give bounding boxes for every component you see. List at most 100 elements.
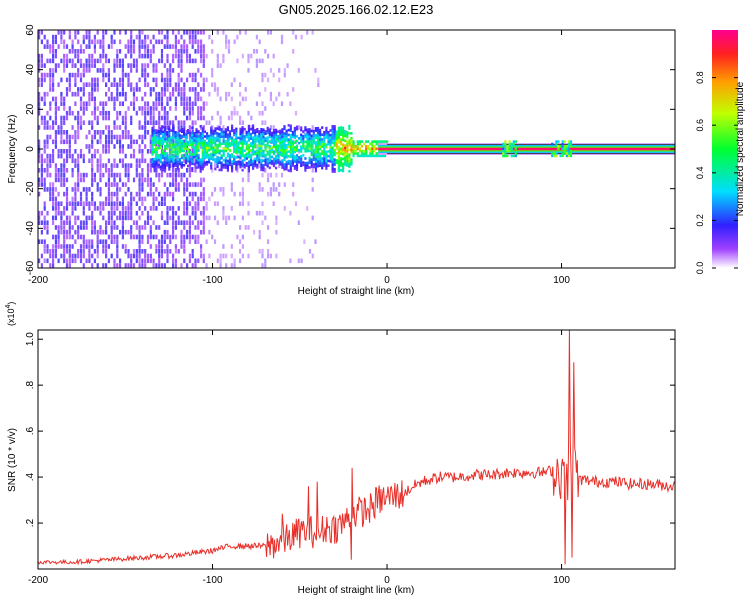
- heatmap-cell: [124, 134, 127, 140]
- heatmap-cell: [177, 30, 180, 35]
- heatmap-cell: [116, 253, 119, 259]
- heatmap-cell: [365, 154, 368, 158]
- heatmap-cell: [159, 165, 162, 169]
- heatmap-cell: [239, 151, 242, 155]
- heatmap-cell: [135, 87, 138, 92]
- heatmap-cell: [333, 151, 336, 154]
- heatmap-cell: [85, 30, 88, 35]
- heatmap-cell: [293, 129, 296, 132]
- heatmap-cell: [346, 164, 349, 167]
- heatmap-cell: [38, 153, 41, 159]
- heatmap-cell: [132, 63, 136, 68]
- heatmap-cell: [91, 63, 94, 68]
- heatmap-cell: [153, 167, 156, 170]
- heatmap-cell: [177, 72, 180, 78]
- heatmap-cell: [260, 161, 263, 164]
- heatmap-cell: [216, 201, 219, 206]
- heatmap-cell: [52, 87, 55, 92]
- heatmap-cell: [54, 206, 57, 211]
- heatmap-cell: [237, 155, 240, 159]
- heatmap-cell: [193, 136, 196, 140]
- heatmap-cell: [239, 156, 242, 159]
- heatmap-cell: [172, 131, 175, 135]
- heatmap-cell: [267, 239, 270, 244]
- snr-multiplier-exp: 4: [5, 304, 12, 308]
- heatmap-cell: [255, 63, 258, 68]
- heatmap-cell: [253, 49, 256, 54]
- heatmap-cell: [237, 160, 240, 163]
- heatmap-cell: [41, 25, 43, 30]
- heatmap-cell: [510, 147, 513, 150]
- heatmap-cell: [205, 239, 208, 244]
- heatmap-cell: [77, 253, 80, 259]
- heatmap-cell: [183, 139, 186, 145]
- heatmap-cell: [333, 127, 336, 131]
- heatmap-cell: [316, 157, 320, 161]
- heatmap-cell: [260, 154, 263, 157]
- heatmap-cell: [186, 30, 189, 35]
- heatmap-cell: [54, 201, 57, 206]
- heatmap-cell: [331, 165, 334, 169]
- heatmap-cell: [168, 168, 171, 171]
- heatmap-cell: [152, 68, 155, 73]
- heatmap-cell: [279, 143, 282, 147]
- heatmap-cell: [310, 160, 313, 164]
- heatmap-cell: [127, 201, 130, 206]
- heatmap-cell: [231, 141, 234, 144]
- heatmap-cell: [254, 160, 257, 163]
- heatmap-cell: [153, 129, 156, 132]
- heatmap-cell: [279, 134, 282, 137]
- heatmap-cell: [169, 68, 172, 73]
- heatmap-cell: [57, 225, 60, 230]
- heatmap-cell: [292, 30, 295, 35]
- heatmap-cell: [85, 101, 88, 106]
- heatmap-cell: [197, 25, 199, 30]
- heatmap-cell: [124, 44, 127, 49]
- heatmap-cell: [325, 136, 328, 139]
- heatmap-cell: [182, 149, 186, 153]
- heatmap-cell: [356, 154, 359, 158]
- heatmap-cell: [247, 146, 250, 149]
- heatmap-cell: [49, 87, 52, 92]
- heatmap-cell: [166, 39, 169, 45]
- heatmap-cell: [57, 82, 60, 87]
- heatmap-cell: [224, 163, 227, 167]
- heatmap-cell: [245, 135, 248, 139]
- heatmap-cell: [239, 137, 242, 140]
- heatmap-cell: [252, 131, 255, 135]
- heatmap-cell: [208, 146, 211, 150]
- heatmap-cell: [358, 147, 361, 150]
- heatmap-cell: [323, 157, 326, 160]
- heatmap-cell: [79, 125, 83, 130]
- heatmap-cell: [350, 158, 353, 161]
- heatmap-cell: [337, 126, 340, 130]
- heatmap-cell: [88, 130, 91, 135]
- heatmap-cell: [502, 152, 505, 155]
- heatmap-cell: [254, 143, 257, 146]
- heatmap-cell: [208, 229, 211, 235]
- heatmap-cell: [141, 134, 144, 140]
- heatmap-cell: [178, 143, 181, 147]
- heatmap-cell: [195, 128, 198, 131]
- heatmap-cell: [291, 135, 294, 139]
- heatmap-cell: [124, 244, 127, 249]
- heatmap-cell: [323, 140, 326, 143]
- heatmap-cell: [283, 132, 286, 135]
- heatmap-cell: [283, 158, 286, 162]
- heatmap-cell: [258, 229, 261, 235]
- heatmap-cell: [270, 131, 273, 135]
- heatmap-cell: [275, 147, 278, 151]
- heatmap-cell: [200, 182, 203, 187]
- heatmap-cell: [107, 182, 110, 187]
- heatmap-cell: [194, 34, 197, 40]
- heatmap-cell: [291, 147, 294, 151]
- heatmap-cell: [321, 145, 324, 148]
- heatmap-cell: [228, 156, 232, 159]
- heatmap-cell: [329, 129, 332, 132]
- heatmap-cell: [144, 225, 147, 230]
- heatmap-cell: [144, 158, 147, 164]
- heatmap-cell: [138, 158, 141, 164]
- heatmap-cell: [333, 141, 336, 145]
- heatmap-cell: [243, 154, 246, 157]
- heatmap-cell: [302, 144, 305, 148]
